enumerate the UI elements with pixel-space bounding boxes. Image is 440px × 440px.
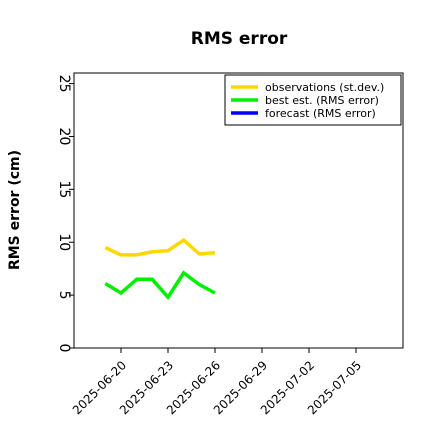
y-tick-label: 5 [56,291,72,300]
y-tick-label: 0 [56,344,72,353]
y-axis-ticks: 0 5 10 15 20 25 [56,75,74,353]
x-axis-ticks: 2025-06-202025-06-232025-06-262025-06-29… [70,348,364,417]
legend: observations (st.dev.)best est. (RMS err… [224,74,402,126]
y-tick-label: 20 [56,128,72,146]
legend-entry: best est. (RMS error) [265,94,379,107]
plot-area-frame [73,72,404,349]
legend-entry: observations (st.dev.) [265,81,384,94]
y-tick-label: 15 [56,180,72,198]
y-tick-label: 25 [56,75,72,93]
series-line-0 [104,237,216,257]
legend-entry: forecast (RMS error) [265,107,376,120]
chart-title: RMS error [191,29,288,49]
y-tick-label: 10 [56,233,72,251]
series-line-1 [104,270,216,301]
series-layer [104,237,216,301]
y-axis-label: RMS error (cm) [7,150,23,270]
